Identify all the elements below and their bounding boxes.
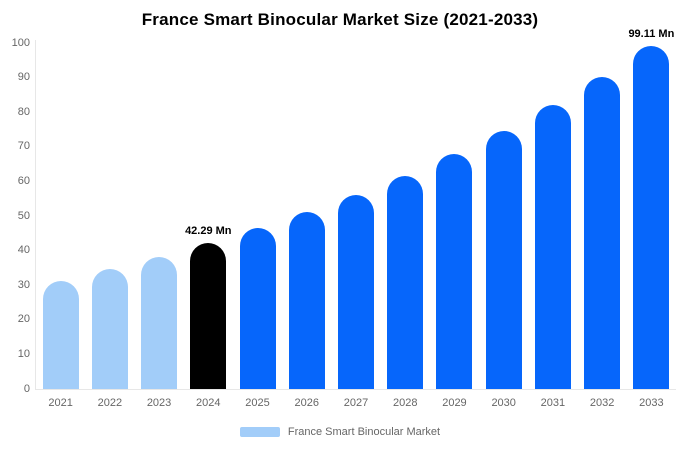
x-axis-label-2024: 2024 bbox=[196, 397, 221, 409]
bar-2024[interactable] bbox=[190, 242, 227, 389]
x-axis-label-2023: 2023 bbox=[146, 397, 172, 409]
y-axis-label-40: 40 bbox=[17, 244, 30, 257]
y-axis-label-30: 30 bbox=[17, 278, 30, 291]
y-axis-label-60: 60 bbox=[17, 174, 30, 187]
x-axis-label-2031: 2031 bbox=[540, 397, 566, 409]
y-axis-label-50: 50 bbox=[17, 209, 30, 222]
bar-2032[interactable] bbox=[584, 77, 621, 389]
legend-label: France Smart Binocular Market bbox=[287, 426, 441, 438]
bar-2031[interactable] bbox=[534, 105, 571, 389]
y-axis-line bbox=[35, 40, 36, 390]
y-axis-label-0: 0 bbox=[23, 382, 30, 395]
x-axis-label-2022: 2022 bbox=[97, 397, 123, 409]
y-axis-label-10: 10 bbox=[17, 347, 30, 360]
y-axis-label-100: 100 bbox=[11, 36, 30, 49]
chart-title: France Smart Binocular Market Size (2021… bbox=[141, 10, 539, 29]
bar-2029[interactable] bbox=[436, 154, 473, 389]
y-axis-label-80: 80 bbox=[17, 105, 30, 118]
bar-2027[interactable] bbox=[338, 194, 374, 389]
legend-swatch-icon bbox=[239, 427, 280, 437]
data-label-2033: 99.11 Mn bbox=[628, 28, 675, 41]
x-axis-line bbox=[35, 389, 676, 390]
bar-2021[interactable] bbox=[42, 281, 79, 389]
bar-2022[interactable] bbox=[91, 268, 128, 389]
x-axis-label-2025: 2025 bbox=[245, 397, 270, 409]
x-axis-label-2030: 2030 bbox=[491, 397, 516, 409]
bar-2033[interactable] bbox=[633, 46, 670, 389]
data-label-2024: 42.29 Mn bbox=[185, 224, 232, 237]
x-axis-label-2032: 2032 bbox=[589, 397, 615, 409]
x-axis-label-2021: 2021 bbox=[48, 397, 73, 409]
bar-2026[interactable] bbox=[288, 212, 325, 389]
bar-2028[interactable] bbox=[387, 175, 424, 389]
legend-item[interactable]: France Smart Binocular Market bbox=[0, 426, 680, 438]
bar-2030[interactable] bbox=[485, 130, 522, 389]
x-axis-label-2027: 2027 bbox=[343, 397, 369, 409]
x-axis-label-2026: 2026 bbox=[294, 397, 319, 409]
y-axis-label-20: 20 bbox=[17, 313, 30, 326]
x-axis-label-2028: 2028 bbox=[392, 397, 418, 409]
bar-2023[interactable] bbox=[141, 256, 178, 389]
x-axis-label-2033: 2033 bbox=[639, 397, 664, 409]
x-axis-label-2029: 2029 bbox=[442, 397, 467, 409]
bar-2025[interactable] bbox=[239, 228, 276, 389]
y-axis-label-70: 70 bbox=[17, 140, 30, 153]
y-axis-label-90: 90 bbox=[17, 71, 30, 84]
